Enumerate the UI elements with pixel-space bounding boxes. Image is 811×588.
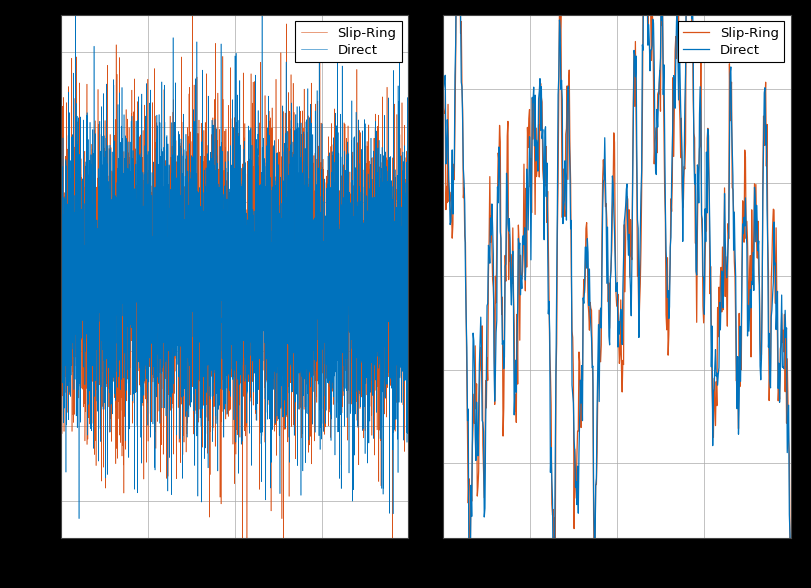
Direct (606, 276, 616, 283)
Slip-Ring (187, 9, 197, 16)
Slip-Ring (315, 283, 325, 290)
Direct (626, 312, 636, 319)
Slip-Ring (627, 256, 637, 263)
Direct (119, 111, 129, 118)
Line: Direct: Direct (61, 0, 409, 519)
Direct (189, 106, 199, 113)
Slip-Ring (282, 413, 292, 420)
Slip-Ring (404, 225, 414, 232)
Direct (724, 228, 734, 235)
Slip-Ring (264, 118, 274, 125)
Direct (779, 363, 788, 370)
Direct (646, 67, 655, 74)
Direct (56, 236, 66, 243)
Direct (315, 424, 325, 431)
Direct (282, 193, 292, 201)
Slip-Ring (646, 12, 655, 19)
Slip-Ring (606, 262, 616, 269)
Line: Slip-Ring: Slip-Ring (443, 0, 791, 580)
Slip-Ring (604, 279, 614, 286)
Slip-Ring (590, 577, 599, 584)
Slip-Ring (388, 566, 397, 573)
Slip-Ring (779, 348, 788, 355)
Legend: Slip-Ring, Direct: Slip-Ring, Direct (678, 21, 784, 62)
Slip-Ring (724, 61, 734, 68)
Direct (342, 156, 352, 163)
Direct (264, 416, 274, 423)
Slip-Ring (119, 148, 129, 155)
Slip-Ring (189, 173, 199, 180)
Direct (74, 515, 84, 522)
Slip-Ring (56, 305, 66, 312)
Line: Slip-Ring: Slip-Ring (61, 12, 409, 570)
Slip-Ring (786, 574, 796, 581)
Legend: Slip-Ring, Direct: Slip-Ring, Direct (295, 21, 401, 62)
Direct (438, 88, 448, 95)
Slip-Ring (438, 75, 448, 82)
Direct (404, 336, 414, 343)
Line: Direct: Direct (443, 0, 791, 588)
Direct (603, 283, 613, 290)
Slip-Ring (341, 232, 351, 239)
